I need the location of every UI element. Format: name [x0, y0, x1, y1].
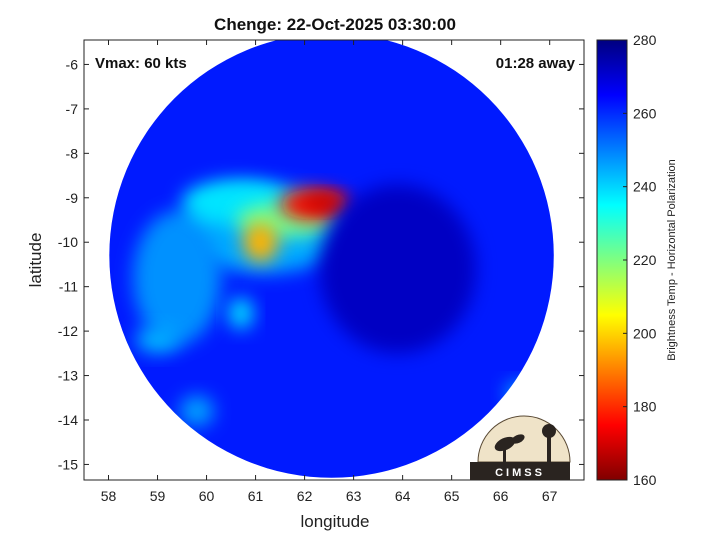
chart-title: Chenge: 22-Oct-2025 03:30:00 [214, 15, 456, 34]
x-tick-label: 61 [248, 488, 264, 504]
satellite-dish-icon-small [511, 434, 525, 444]
x-tick-label: 64 [395, 488, 411, 504]
x-tick-label: 67 [542, 488, 558, 504]
y-tick-label: -13 [58, 368, 78, 384]
y-axis-label: latitude [26, 233, 45, 288]
colorbar-label: Brightness Temp - Horizontal Polarizatio… [666, 159, 678, 361]
water-tower-icon [542, 424, 556, 438]
y-tick-label: -15 [58, 456, 78, 472]
y-tick-label: -7 [66, 101, 79, 117]
swath-feature-eastern-dry-slot [319, 184, 477, 354]
swath-feature-convective-core-max [302, 193, 347, 212]
x-axis-ticks: 58 59 60 61 62 63 64 65 66 67 [101, 40, 558, 504]
x-tick-label: 66 [493, 488, 509, 504]
x-tick-label: 62 [297, 488, 313, 504]
x-tick-label: 60 [199, 488, 215, 504]
y-tick-label: -8 [66, 145, 79, 161]
x-tick-label: 65 [444, 488, 460, 504]
swath-feature-southern-fragment [228, 297, 254, 329]
y-axis-ticks: -6 -7 -8 -9 -10 -11 -12 -13 -14 -15 [58, 56, 584, 472]
y-tick-label: -6 [66, 56, 79, 72]
colorbar [596, 39, 628, 481]
swath-feature-convective-core-west [243, 222, 278, 263]
satellite-dish-icon [494, 436, 516, 452]
logo-band [470, 462, 570, 480]
colorbar-tick-label: 200 [633, 325, 657, 341]
logo-text: CIMSS [495, 467, 545, 479]
dish-stand [503, 447, 506, 462]
y-tick-label: -9 [66, 190, 79, 206]
x-tick-label: 63 [346, 488, 362, 504]
colorbar-tick-label: 180 [633, 399, 657, 415]
colorbar-tick-label: 160 [633, 472, 657, 488]
plot-frame [83, 39, 585, 481]
colorbar-tick-label: 280 [633, 32, 657, 48]
swath-feature-southwest-cells [135, 326, 180, 354]
x-tick-label: 59 [150, 488, 166, 504]
swath-feature-southwest-cells-2 [179, 395, 214, 427]
x-tick-label: 58 [101, 488, 117, 504]
water-tower-leg [547, 437, 551, 462]
y-tick-label: -14 [58, 412, 78, 428]
time-away-annotation: 01:28 away [496, 55, 576, 72]
vmax-annotation: Vmax: 60 kts [95, 55, 187, 72]
y-tick-label: -10 [58, 234, 78, 250]
y-tick-label: -11 [59, 279, 78, 295]
y-tick-label: -12 [58, 323, 78, 339]
colorbar-tick-label: 220 [633, 252, 657, 268]
colorbar-tick-label: 260 [633, 105, 657, 121]
colorbar-ticks: 280 260 240 220 200 180 160 [623, 32, 657, 488]
colorbar-tick-label: 240 [633, 179, 657, 195]
cimss-logo: CIMSS [470, 415, 571, 480]
swath-feature-western-band [133, 211, 222, 345]
x-axis-label: longitude [300, 512, 369, 531]
